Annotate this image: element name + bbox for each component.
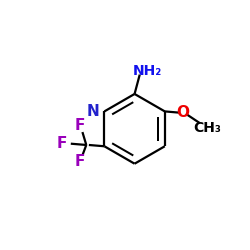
Text: CH₃: CH₃ — [193, 121, 221, 135]
Text: F: F — [75, 118, 85, 133]
Text: N: N — [86, 104, 99, 119]
Text: F: F — [56, 136, 67, 151]
Text: O: O — [176, 105, 189, 120]
Text: NH₂: NH₂ — [133, 64, 162, 78]
Text: F: F — [75, 154, 85, 169]
